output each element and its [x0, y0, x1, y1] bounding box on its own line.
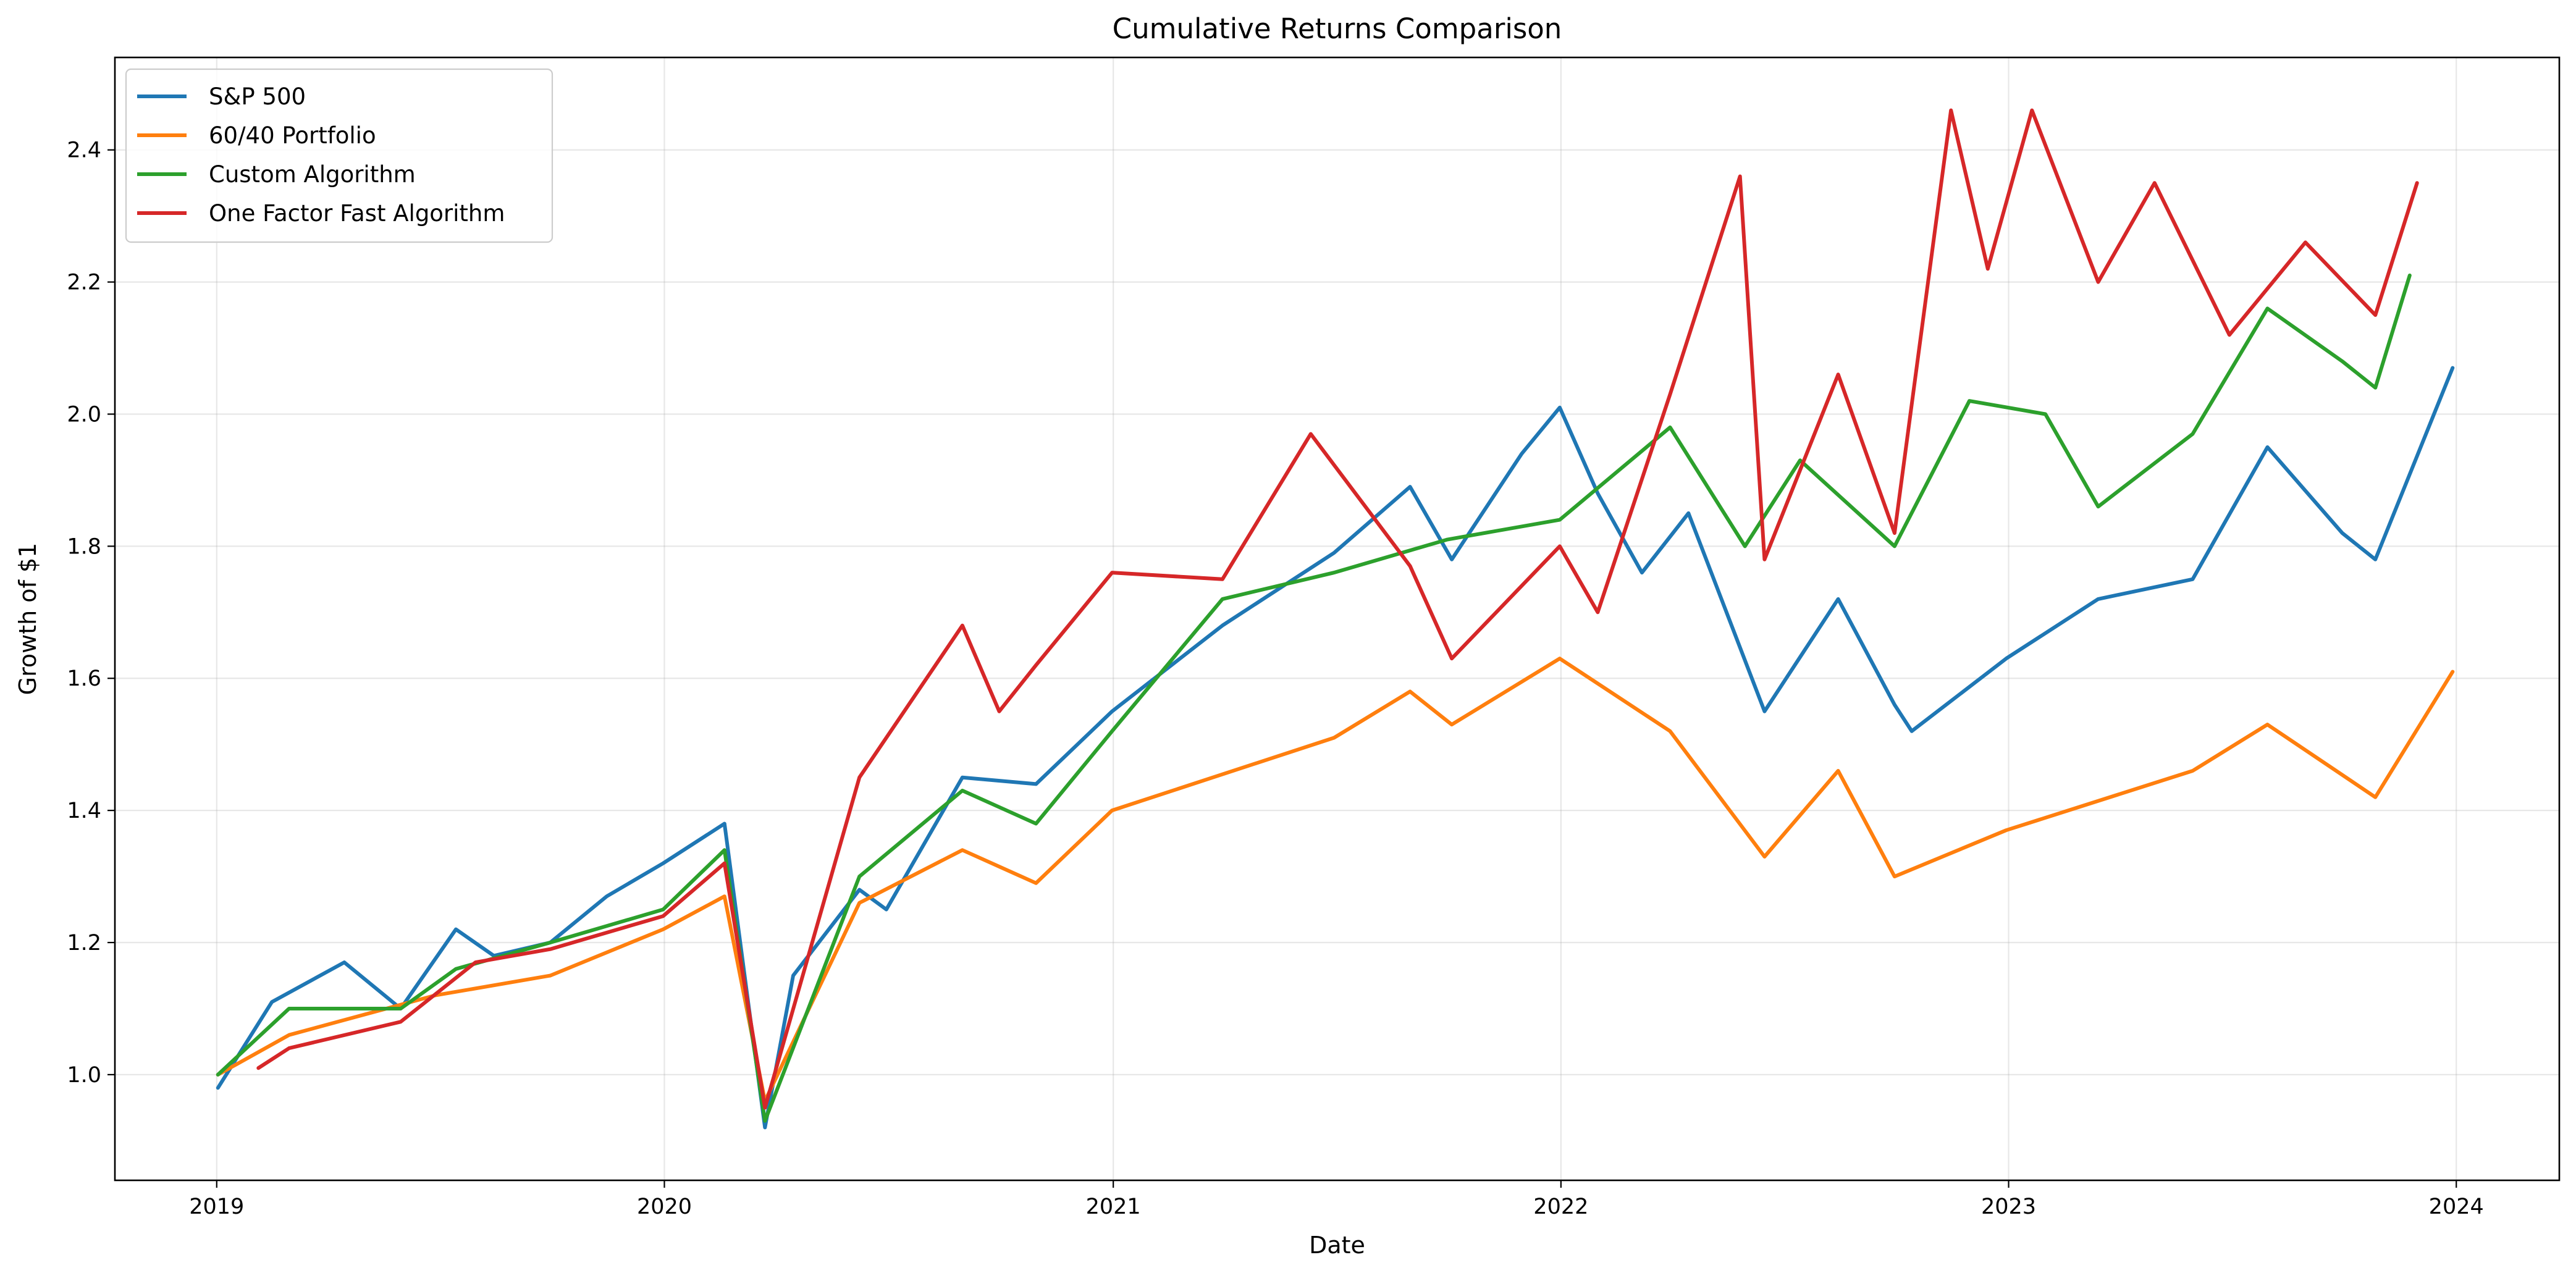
legend-label: One Factor Fast Algorithm — [209, 200, 505, 227]
y-tick-label: 1.8 — [67, 534, 101, 559]
x-tick-label: 2023 — [1981, 1195, 2036, 1219]
x-axis-label: Date — [1309, 1232, 1365, 1259]
legend-label: 60/40 Portfolio — [209, 122, 376, 149]
legend-label: S&P 500 — [209, 83, 306, 110]
legend-box — [125, 68, 554, 243]
y-tick-label: 1.4 — [67, 799, 101, 823]
series-line-3 — [216, 273, 2412, 1123]
series-line-4 — [256, 108, 2419, 1110]
y-axis-label: Growth of $1 — [14, 543, 41, 695]
y-tick-label: 1.6 — [67, 666, 101, 691]
chart-title: Cumulative Returns Comparison — [1113, 12, 1562, 45]
legend-label: Custom Algorithm — [209, 161, 416, 188]
x-tick-label: 2020 — [637, 1195, 692, 1219]
x-tick-label: 2021 — [1086, 1195, 1141, 1219]
legend: S&P 500 60/40 Portfolio Custom Algorithm On… — [125, 68, 554, 243]
y-tick-label: 1.0 — [67, 1063, 101, 1088]
y-tick-label: 2.0 — [67, 402, 101, 427]
y-tick-label: 2.4 — [67, 138, 101, 163]
x-tick-label: 2024 — [2429, 1195, 2484, 1219]
series-line-2 — [216, 657, 2455, 1103]
x-tick-label: 2022 — [1533, 1195, 1588, 1219]
y-tick-label: 2.2 — [67, 271, 101, 295]
series-lines — [216, 108, 2455, 1130]
x-tick-label: 2019 — [189, 1195, 244, 1219]
axis-ticks: 2019 2020 2021 2022 2023 2024 1.0 1.2 1.4 1.6 1.8 2… — [67, 138, 2483, 1219]
plot-frame — [114, 56, 2561, 1182]
y-tick-label: 1.2 — [67, 931, 101, 956]
grid-lines — [115, 57, 2559, 1180]
series-line-1 — [216, 366, 2455, 1130]
